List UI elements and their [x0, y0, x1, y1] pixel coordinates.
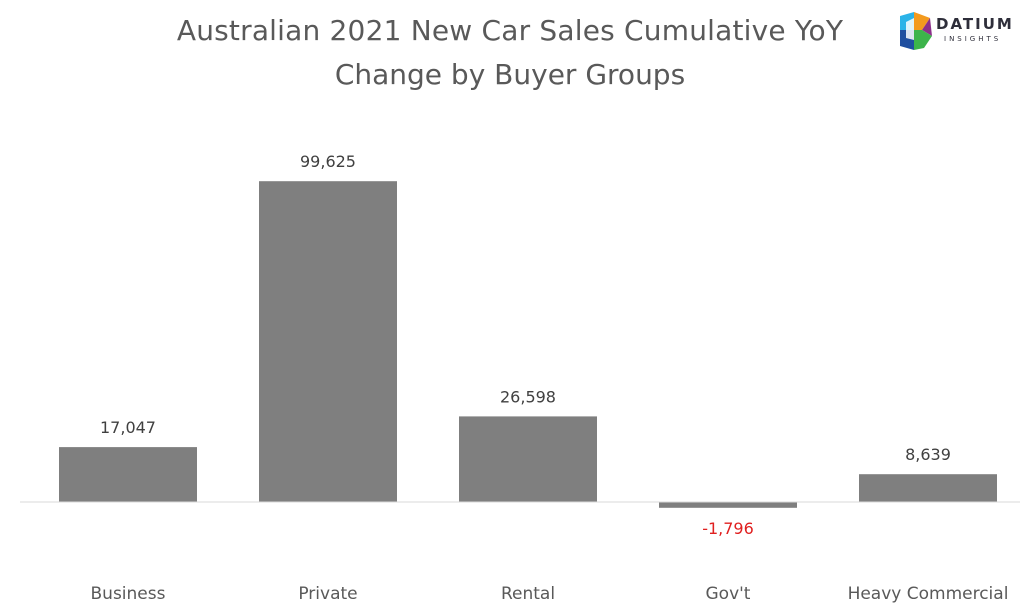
bar-business: [59, 447, 197, 502]
value-label-rental: 26,598: [500, 387, 556, 406]
datium-logo-icon: [900, 12, 932, 50]
value-label-business: 17,047: [100, 418, 156, 437]
bar-gov-t: [659, 502, 797, 508]
category-label-business: Business: [91, 584, 166, 604]
datium-logo: DATIUM INSIGHTS: [896, 10, 1022, 54]
category-label-private: Private: [298, 584, 357, 604]
category-label-rental: Rental: [501, 584, 555, 604]
logo-wordmark: DATIUM: [936, 15, 1014, 33]
chart-title-line-2: Change by Buyer Groups: [334, 58, 686, 91]
value-label-heavy-commercial: 8,639: [905, 445, 951, 464]
bar-heavy-commercial: [859, 474, 997, 502]
bar-private: [259, 181, 397, 502]
chart-title-line-1: Australian 2021 New Car Sales Cumulative…: [176, 14, 844, 47]
logo-subtext: INSIGHTS: [944, 35, 1002, 43]
category-label-heavy-commercial: Heavy Commercial: [848, 584, 1009, 604]
bar-rental: [459, 416, 597, 502]
value-label-gov-t: -1,796: [702, 519, 754, 538]
category-label-gov-t: Gov't: [706, 584, 751, 604]
value-label-private: 99,625: [300, 152, 356, 171]
